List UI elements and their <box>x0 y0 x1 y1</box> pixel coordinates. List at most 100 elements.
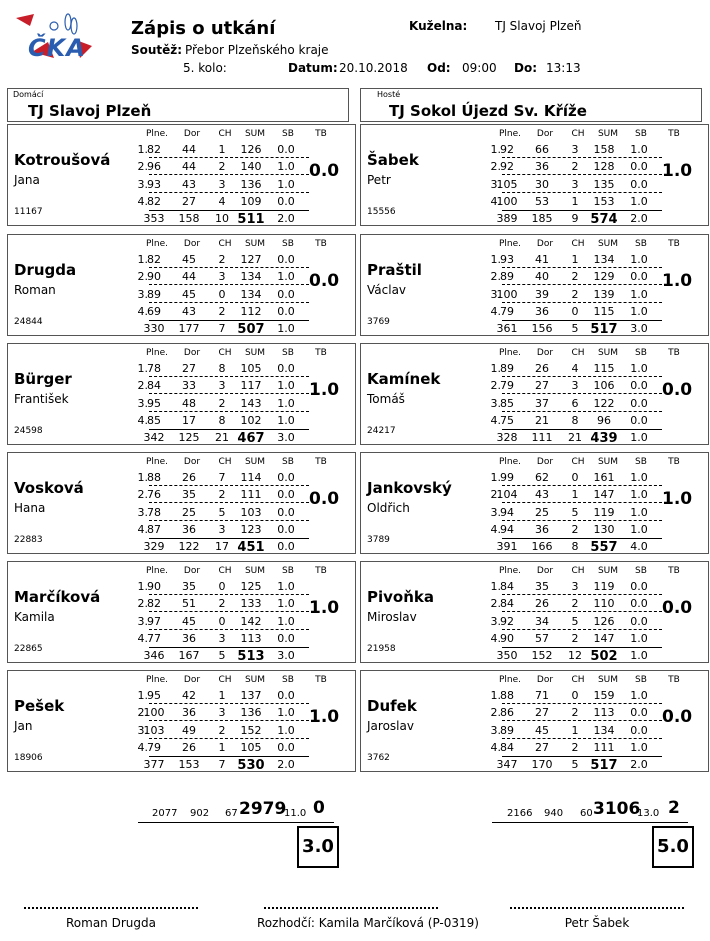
total-sum: 451 <box>237 540 265 555</box>
row-divider <box>502 520 662 521</box>
column-header: TB <box>668 457 680 467</box>
score-dor: 45 <box>535 724 549 737</box>
score-plne: 99 <box>500 471 514 484</box>
score-sb: 0.0 <box>277 632 295 645</box>
total-sum: 502 <box>590 649 618 664</box>
row-number: 3. <box>490 506 502 519</box>
score-dor: 53 <box>535 195 549 208</box>
row-number: 2. <box>137 379 149 392</box>
score-ch: 2 <box>571 741 579 754</box>
od-value: 09:00 <box>462 61 497 75</box>
score-dor: 39 <box>535 288 549 301</box>
score-ch: 2 <box>571 597 579 610</box>
column-header: SUM <box>244 129 266 139</box>
total-sb: 2.0 <box>630 212 648 225</box>
score-dor: 36 <box>182 706 196 719</box>
score-sb: 0.0 <box>277 488 295 501</box>
score-sb: 1.0 <box>277 160 295 173</box>
player-id: 3762 <box>367 753 390 763</box>
score-ch: 5 <box>571 506 579 519</box>
row-number: 4. <box>490 195 502 208</box>
player-firstname: Tomáš <box>367 392 405 406</box>
score-dor: 34 <box>535 615 549 628</box>
score-dor: 36 <box>182 632 196 645</box>
score-sb: 0.0 <box>277 195 295 208</box>
score-ch: 3 <box>218 270 226 283</box>
score-plne: 95 <box>147 689 161 702</box>
score-ch: 1 <box>571 724 579 737</box>
score-sb: 1.0 <box>630 253 648 266</box>
score-sb: 0.0 <box>277 471 295 484</box>
score-sb: 1.0 <box>630 689 648 702</box>
row-number: 3. <box>490 288 502 301</box>
score-sum: 102 <box>240 414 262 427</box>
player-firstname: Miroslav <box>367 610 417 624</box>
score-sum: 134 <box>240 288 262 301</box>
score-plne: 96 <box>147 160 161 173</box>
home-player-card: Vosková Hana 22883 Plne. Dor CH SUM SB TB 1. 88 26 7… <box>7 452 356 555</box>
column-header: CH <box>218 348 232 358</box>
total-sum: 511 <box>237 212 265 227</box>
row-number: 4. <box>137 632 149 645</box>
column-header: Dor <box>183 239 201 249</box>
column-header: SB <box>635 457 647 467</box>
player-id: 18906 <box>14 753 43 763</box>
score-ch: 2 <box>571 706 579 719</box>
player-firstname: Roman <box>14 283 56 297</box>
score-sum: 152 <box>240 724 262 737</box>
score-sb: 0.0 <box>630 414 648 427</box>
player-firstname: Jan <box>14 719 33 733</box>
score-dor: 17 <box>182 414 196 427</box>
row-divider <box>502 267 662 268</box>
score-ch: 4 <box>218 195 226 208</box>
total-divider <box>502 647 662 648</box>
score-ch: 0 <box>571 689 579 702</box>
score-ch: 2 <box>218 724 226 737</box>
score-dor: 21 <box>535 414 549 427</box>
total-sum: 530 <box>237 758 265 773</box>
score-ch: 2 <box>218 253 226 266</box>
away-player-card: Jankovský Oldřich 3789 Plne. Dor CH SUM SB TB 1. 9… <box>360 452 709 555</box>
score-dor: 27 <box>535 706 549 719</box>
player-firstname: Václav <box>367 283 407 297</box>
player-surname: Drugda <box>14 261 77 279</box>
score-sb: 1.0 <box>277 580 295 593</box>
column-header: CH <box>218 675 232 685</box>
column-header: SB <box>282 566 294 576</box>
row-divider <box>502 611 662 612</box>
column-header: Plne. <box>498 239 522 249</box>
score-sb: 0.0 <box>630 724 648 737</box>
score-sb: 1.0 <box>630 488 648 501</box>
score-ch: 3 <box>218 706 226 719</box>
away-signature-line <box>510 907 684 909</box>
score-plne: 75 <box>500 414 514 427</box>
player-surname: Dufek <box>367 697 417 715</box>
home-player-card: Kotroušová Jana 11167 Plne. Dor CH SUM SB TB 1. 82… <box>7 124 356 227</box>
row-divider <box>149 267 309 268</box>
total-ch: 21 <box>568 431 582 444</box>
score-sum: 153 <box>593 195 615 208</box>
total-dor: 158 <box>178 212 200 225</box>
score-dor: 44 <box>182 143 196 156</box>
row-divider <box>149 738 309 739</box>
score-dor: 27 <box>182 195 196 208</box>
player-firstname: Jana <box>14 173 40 187</box>
score-ch: 2 <box>571 632 579 645</box>
player-tb: 0.0 <box>309 271 340 291</box>
column-header: SUM <box>597 239 619 249</box>
column-header: SUM <box>597 675 619 685</box>
score-plne: 90 <box>147 270 161 283</box>
row-number: 2. <box>490 488 502 501</box>
score-sb: 1.0 <box>277 597 295 610</box>
score-plne: 69 <box>147 305 161 318</box>
total-divider <box>149 756 309 757</box>
row-number: 2. <box>490 270 502 283</box>
score-sum: 119 <box>593 506 615 519</box>
total-sb: 1.0 <box>630 431 648 444</box>
row-divider <box>502 393 662 394</box>
home-total-sb: 11.0 <box>284 808 307 819</box>
score-dor: 48 <box>182 397 196 410</box>
score-sum: 129 <box>593 270 615 283</box>
player-tb: 0.0 <box>662 707 693 727</box>
score-dor: 51 <box>182 597 196 610</box>
